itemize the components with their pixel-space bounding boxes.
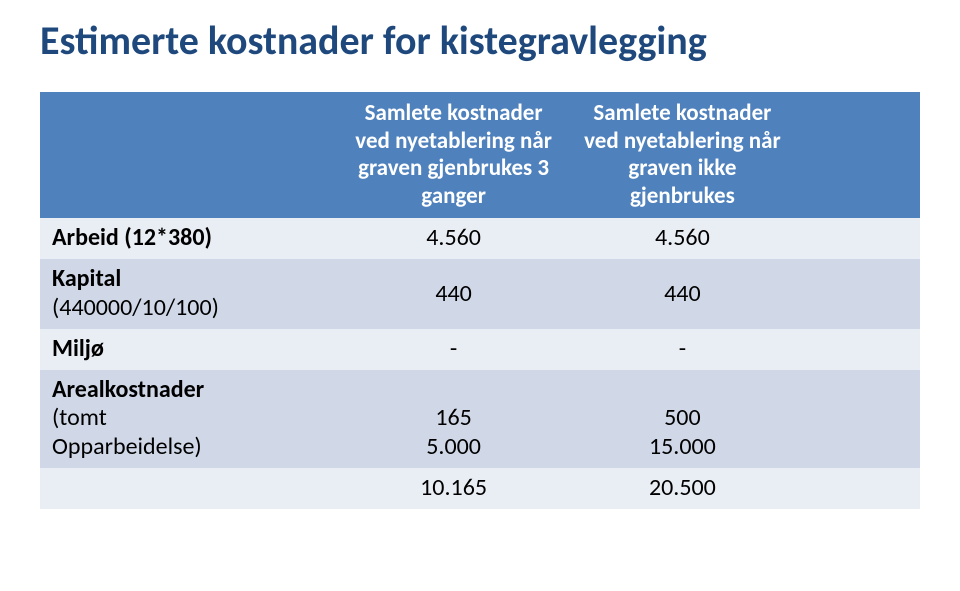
cost-table: Samlete kostnader ved nyetablering når g… bbox=[40, 92, 920, 509]
cell: 50015.000 bbox=[568, 370, 797, 468]
cell bbox=[797, 329, 920, 370]
row-label-main: Kapital bbox=[52, 264, 121, 293]
col-header-3 bbox=[797, 92, 920, 218]
cell bbox=[797, 468, 920, 509]
row-label bbox=[40, 468, 339, 509]
cell: 10.165 bbox=[339, 468, 568, 509]
cell: 20.500 bbox=[568, 468, 797, 509]
cell bbox=[797, 218, 920, 259]
table-body: Arbeid (12*380)4.5604.560Kapital(440000/… bbox=[40, 218, 920, 508]
row-label: Arealkostnader(tomtOpparbeidelse) bbox=[40, 370, 339, 468]
cell: 4.560 bbox=[568, 218, 797, 259]
row-label-sub: (tomtOpparbeidelse) bbox=[52, 403, 202, 461]
row-label: Miljø bbox=[40, 329, 339, 370]
table-row: Arbeid (12*380) 4.5604.560 bbox=[40, 218, 920, 259]
row-label: Kapital(440000/10/100) bbox=[40, 259, 339, 329]
table-row: Miljø -- bbox=[40, 329, 920, 370]
cell: 1655.000 bbox=[339, 370, 568, 468]
cell bbox=[797, 259, 920, 329]
table-row: Arealkostnader(tomtOpparbeidelse)1655.00… bbox=[40, 370, 920, 468]
page-title: Estimerte kostnader for kistegravlegging bbox=[40, 18, 920, 64]
slide: Estimerte kostnader for kistegravlegging… bbox=[0, 0, 960, 591]
row-label-main: Arbeid (12*380) bbox=[52, 223, 212, 252]
cell: - bbox=[339, 329, 568, 370]
cell: 4.560 bbox=[339, 218, 568, 259]
col-header-1: Samlete kostnader ved nyetablering når g… bbox=[339, 92, 568, 218]
cell: - bbox=[568, 329, 797, 370]
cell bbox=[797, 370, 920, 468]
row-label: Arbeid (12*380) bbox=[40, 218, 339, 259]
row-label-main: Miljø bbox=[52, 334, 104, 363]
table-row: 10.16520.500 bbox=[40, 468, 920, 509]
table-row: Kapital(440000/10/100)440440 bbox=[40, 259, 920, 329]
table-header-row: Samlete kostnader ved nyetablering når g… bbox=[40, 92, 920, 218]
row-label-main: Arealkostnader bbox=[52, 375, 204, 404]
cell: 440 bbox=[568, 259, 797, 329]
col-header-0 bbox=[40, 92, 339, 218]
row-label-sub: (440000/10/100) bbox=[52, 293, 219, 322]
cell: 440 bbox=[339, 259, 568, 329]
col-header-2: Samlete kostnader ved nyetablering når g… bbox=[568, 92, 797, 218]
